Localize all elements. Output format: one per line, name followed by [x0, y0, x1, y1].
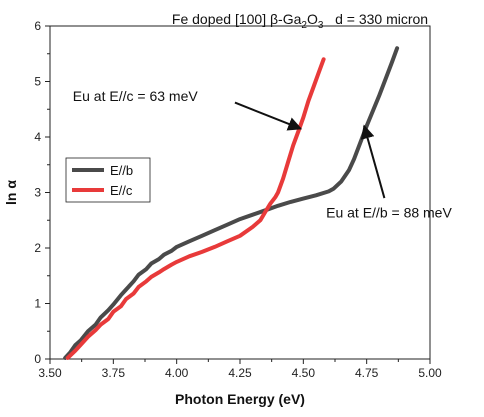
x-tick-label: 3.75: [102, 366, 126, 380]
y-tick-label: 0: [34, 352, 41, 366]
x-tick-label: 3.50: [38, 366, 62, 380]
legend: E//b E//c: [65, 157, 151, 203]
series-layer: [63, 46, 400, 360]
y-axis-ticks: 0 1 2 3 4 5 6: [34, 19, 50, 366]
legend-label-e-b: E//b: [110, 163, 133, 178]
chart-title-main: Fe doped [100] β-Ga: [172, 11, 302, 27]
y-tick-label: 5: [34, 75, 41, 89]
chart-title: Fe doped [100] β-Ga2O3 d = 330 micron: [172, 11, 428, 31]
legend-box: [65, 157, 151, 203]
y-tick-label: 1: [34, 297, 41, 311]
x-tick-label: 5.00: [418, 366, 442, 380]
y-tick-label: 3: [34, 186, 41, 200]
legend-label-e-c: E//c: [110, 183, 133, 198]
series-line-e-c: [65, 57, 326, 360]
y-tick-label: 2: [34, 241, 41, 255]
x-tick-label: 4.50: [292, 366, 316, 380]
x-axis-title: Photon Energy (eV): [175, 391, 305, 407]
annotation-label: Eu at E//c = 63 meV: [73, 88, 199, 104]
x-tick-label: 4.75: [355, 366, 379, 380]
annotation-label: Eu at E//b = 88 meV: [326, 204, 452, 220]
chart-title-mid: O: [307, 11, 318, 27]
x-tick-label: 4.00: [165, 366, 189, 380]
chart-title-tail: d = 330 micron: [323, 11, 428, 27]
y-tick-label: 4: [34, 130, 41, 144]
x-axis-ticks: 3.50 3.75 4.00 4.25 4.50 4.75 5.00: [38, 359, 442, 380]
y-tick-label: 6: [34, 19, 41, 33]
annotation-arrow: [360, 124, 386, 199]
annotation-layer: Eu at E//c = 63 meV Eu at E//b = 88 meV: [73, 88, 453, 221]
series-line-e-b: [63, 46, 400, 360]
annotation-arrow: [234, 101, 303, 131]
x-tick-label: 4.25: [228, 366, 252, 380]
y-axis-title: ln α: [3, 180, 19, 205]
